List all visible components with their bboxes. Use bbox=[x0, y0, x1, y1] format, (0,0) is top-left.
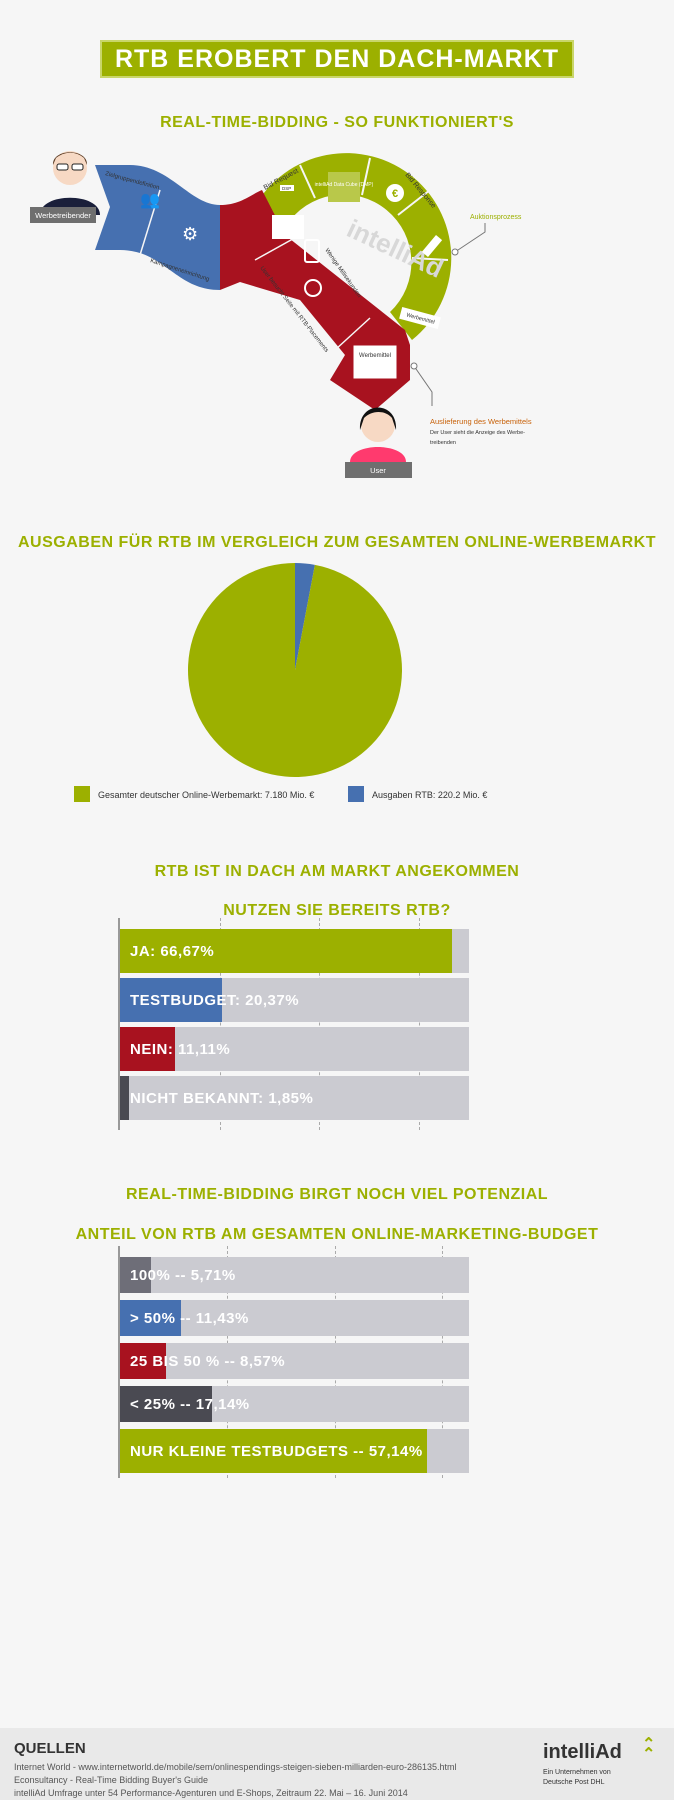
bar-track: NICHT BEKANNT: 1,85% bbox=[120, 1076, 469, 1120]
blue-band bbox=[95, 165, 220, 290]
section-title-market: RTB IST IN DACH AM MARKT ANGEKOMMEN bbox=[154, 863, 520, 880]
users-icon: 👥 bbox=[140, 192, 160, 209]
advertiser-avatar bbox=[53, 151, 87, 185]
bar-chart-2-title: ANTEIL VON RTB AM GESAMTEN ONLINE-MARKET… bbox=[75, 1226, 599, 1243]
bar-label: NEIN: 11,11% bbox=[130, 1040, 231, 1058]
sources-title: QUELLEN bbox=[14, 1740, 86, 1757]
delivery-text-1: Der User sieht die Anzeige des Werbe- bbox=[430, 430, 525, 436]
bar-track: NEIN: 11,11% bbox=[120, 1027, 469, 1071]
pie-slice-market bbox=[188, 563, 402, 777]
legend-rtb: Ausgaben RTB: 220.2 Mio. € bbox=[372, 790, 488, 800]
bar bbox=[120, 1343, 166, 1379]
delivery-text-2: treibenden bbox=[430, 440, 456, 446]
dmp-label: intelliAd Data Cube (DMP) bbox=[315, 182, 374, 188]
advertiser-label: Werbetreibender bbox=[35, 211, 91, 220]
bar-track: NUR KLEINE TESTBUDGETS -- 57,14% bbox=[120, 1429, 469, 1473]
bar-track: 25 BIS 50 % -- 8,57% bbox=[120, 1343, 469, 1379]
advertiser-label-box bbox=[30, 207, 96, 223]
euro-icon bbox=[386, 184, 404, 202]
bar-chart-1: JA: 66,67% TESTBUDGET: 20,37% NEIN: 11,11%… bbox=[118, 918, 469, 1130]
intelliad-logo: intelliAd bbox=[543, 1741, 622, 1763]
footer: QUELLEN Internet World - www.internetwor… bbox=[0, 1728, 674, 1800]
bar bbox=[120, 1076, 130, 1120]
dsp-label: DSP bbox=[282, 186, 291, 191]
user-avatar bbox=[361, 408, 395, 442]
legend-swatch-market bbox=[74, 786, 90, 802]
bar-label: 100% -- 5,71% bbox=[130, 1266, 236, 1284]
svg-text:€: € bbox=[392, 188, 398, 200]
bar-track: 100% -- 5,71% bbox=[120, 1257, 469, 1293]
rtb-flow-diagram: intelliAd Bid Request Bid Response intel… bbox=[30, 151, 532, 478]
bar-track: TESTBUDGET: 20,37% bbox=[120, 978, 469, 1022]
diagram-title: REAL-TIME-BIDDING - SO FUNKTIONIERT'S bbox=[160, 114, 514, 131]
tablet-icon bbox=[304, 239, 320, 263]
bar-label: < 25% -- 17,14% bbox=[130, 1395, 250, 1413]
tagline-2: Deutsche Post DHL bbox=[543, 1779, 605, 1786]
bar bbox=[120, 978, 222, 1022]
delivery-title: Auslieferung des Werbemittels bbox=[430, 417, 532, 426]
bar-track: JA: 66,67% bbox=[120, 929, 469, 973]
gridline bbox=[319, 918, 321, 1130]
stopwatch-icon bbox=[304, 279, 322, 297]
gavel-icon bbox=[421, 235, 443, 257]
bar-axis bbox=[118, 918, 120, 1130]
bar bbox=[120, 1257, 151, 1293]
data-cube-icon bbox=[328, 172, 360, 202]
bar bbox=[120, 1429, 427, 1473]
pie-chart bbox=[188, 563, 402, 777]
bar-label: NICHT BEKANNT: 1,85% bbox=[130, 1089, 314, 1107]
tagline-1: Ein Unternehmen von bbox=[543, 1769, 611, 1776]
chevrons-up-icon: ⌃ ⌃ bbox=[642, 1736, 656, 1763]
gridline bbox=[219, 918, 221, 1130]
bar-label: TESTBUDGET: 20,37% bbox=[130, 991, 300, 1009]
ad-monitor bbox=[352, 344, 398, 380]
source-1: Internet World - www.internetworld.de/mo… bbox=[14, 1762, 457, 1772]
bar-chart-1-title: NUTZEN SIE BEREITS RTB? bbox=[223, 902, 451, 919]
page-title: RTB EROBERT DEN DACH-MARKT bbox=[100, 40, 574, 78]
source-2: Econsultancy - Real-Time Bidding Buyer's… bbox=[14, 1775, 208, 1785]
pie-slice-rtb bbox=[295, 563, 315, 670]
bar-track: > 50% -- 11,43% bbox=[120, 1300, 469, 1336]
auction-arc bbox=[254, 153, 452, 340]
bar-label: JA: 66,67% bbox=[130, 942, 215, 960]
bar-axis bbox=[118, 1246, 120, 1478]
ad-monitor-label: Werbemittel bbox=[359, 353, 391, 359]
bar-chart-2: 100% -- 5,71% > 50% -- 11,43% 25 BIS 50 % … bbox=[118, 1246, 469, 1478]
monitor-icon bbox=[272, 215, 304, 239]
pie-title: AUSGABEN FÜR RTB IM VERGLEICH ZUM GESAMT… bbox=[18, 534, 656, 551]
ad-card bbox=[399, 307, 441, 329]
section-title-potential: REAL-TIME-BIDDING BIRGT NOCH VIEL POTENZ… bbox=[125, 1186, 549, 1203]
source-3: intelliAd Umfrage unter 54 Performance-A… bbox=[14, 1788, 408, 1798]
gears-icon: ⚙ bbox=[182, 224, 198, 244]
bar bbox=[120, 1386, 213, 1422]
bar-track: < 25% -- 17,14% bbox=[120, 1386, 469, 1422]
bar-label: 25 BIS 50 % -- 8,57% bbox=[130, 1352, 286, 1370]
user-label-box bbox=[345, 462, 412, 478]
bar bbox=[120, 1300, 182, 1336]
legend-market: Gesamter deutscher Online-Werbemarkt: 7.… bbox=[98, 790, 315, 800]
user-label: User bbox=[370, 466, 386, 475]
gridline bbox=[419, 918, 421, 1130]
auction-label: Auktionsprozess bbox=[470, 214, 522, 221]
bar-label: > 50% -- 11,43% bbox=[130, 1309, 249, 1327]
bar bbox=[120, 929, 453, 973]
bar bbox=[120, 1027, 176, 1071]
bar-label: NUR KLEINE TESTBUDGETS -- 57,14% bbox=[130, 1442, 423, 1460]
legend-swatch-rtb bbox=[348, 786, 364, 802]
